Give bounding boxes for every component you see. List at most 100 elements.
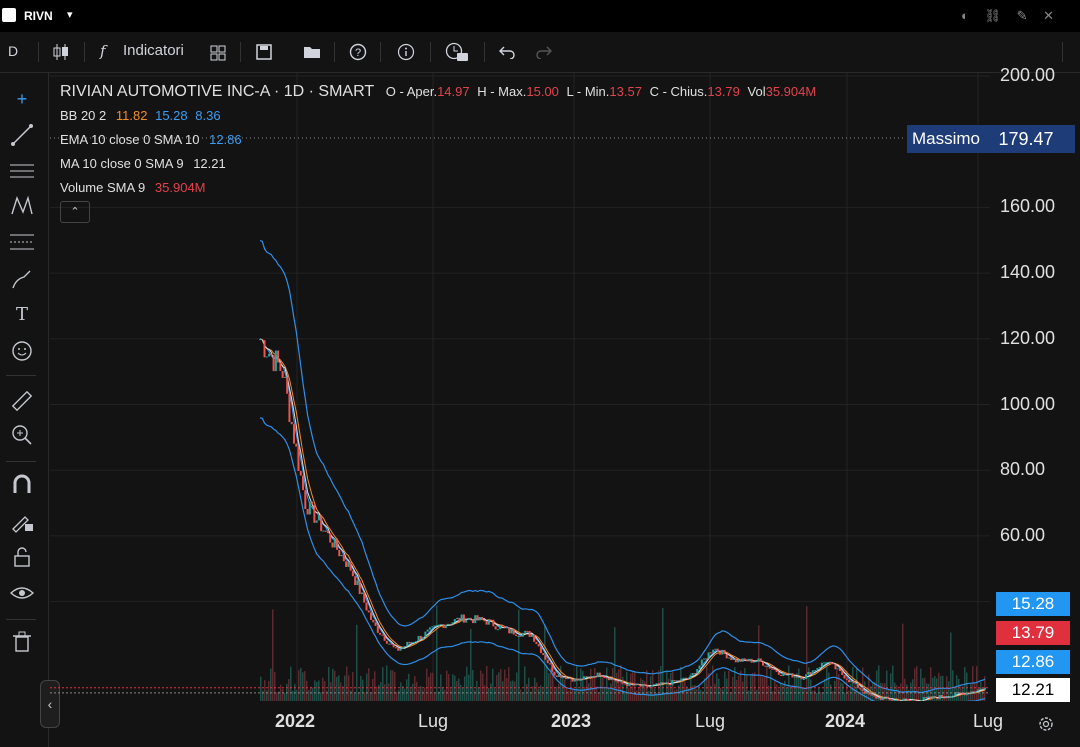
price-candle (329, 533, 332, 543)
volume-bar (926, 683, 928, 701)
volume-bar (528, 677, 530, 701)
eye-icon[interactable] (10, 581, 34, 605)
volume-bar (754, 672, 756, 701)
legend-title-row: RIVIAN AUTOMOTIVE INC-A · 1D · SMART O -… (60, 82, 816, 106)
volume-bar (588, 683, 590, 701)
candles-icon[interactable] (52, 42, 70, 62)
interval-button[interactable]: D (8, 43, 19, 59)
trash-icon[interactable] (10, 630, 34, 654)
volume-bar (844, 692, 846, 701)
volume-bar (440, 674, 442, 701)
lock-icon[interactable] (10, 545, 34, 569)
volume-bar (504, 669, 506, 701)
lock-drawing-icon[interactable] (10, 509, 34, 533)
price-candle (956, 692, 959, 694)
price-candle (365, 602, 368, 611)
layout-icon[interactable] (210, 45, 226, 61)
price-candle (897, 699, 900, 701)
volume-bar (772, 691, 774, 701)
symbol-selector[interactable]: RIVN (24, 9, 53, 23)
fx-icon[interactable]: f (100, 42, 106, 60)
chart-grid (50, 73, 990, 701)
chevron-down-icon[interactable]: ▾ (67, 9, 73, 21)
volume-bar (464, 676, 466, 701)
undo-icon[interactable] (499, 45, 515, 59)
price-candle (911, 699, 914, 701)
volume-bar (408, 673, 410, 701)
time-tick-label: 2024 (825, 711, 866, 731)
price-candle (691, 673, 694, 676)
price-candle (345, 561, 348, 567)
legend-volume-row[interactable]: Volume SMA 9 35.904M (60, 178, 816, 202)
volume-bar (868, 674, 870, 701)
brush-icon[interactable] (10, 267, 34, 291)
crosshair-icon[interactable]: + (16, 89, 28, 109)
price-candle (752, 661, 755, 663)
price-candle (569, 677, 572, 679)
text-tool-icon[interactable]: T (15, 304, 28, 325)
zoom-icon[interactable] (10, 423, 34, 447)
volume-bar (724, 671, 726, 701)
price-candle (977, 689, 980, 692)
volume-bar (834, 680, 836, 701)
price-candle (546, 659, 549, 664)
fib-icon[interactable] (10, 230, 34, 254)
redo-icon[interactable] (536, 45, 552, 59)
volume-bar (388, 683, 390, 701)
price-candle (680, 678, 683, 681)
volume-bar (780, 684, 782, 701)
magnet-icon[interactable] (10, 473, 34, 497)
drawing-toolbar: + T (0, 73, 49, 747)
price-axis[interactable]: 200.00 160.00 140.00 120.00 100.00 80.00 60.00… (990, 65, 1080, 702)
price-chart[interactable] (50, 73, 990, 701)
volume-bar (448, 674, 450, 701)
volume-bar (916, 666, 918, 701)
price-candle (551, 664, 554, 672)
folder-icon[interactable] (303, 45, 321, 59)
volume-bar (534, 677, 536, 701)
toolbar-divider (84, 42, 85, 62)
price-candle (311, 501, 314, 505)
horizontal-lines-icon[interactable] (10, 159, 34, 183)
clock-icon[interactable] (445, 42, 469, 62)
legend-bb-row[interactable]: BB 20 2 11.82 15.28 8.36 (60, 106, 816, 130)
price-candle (857, 683, 860, 689)
trendline-icon[interactable] (10, 123, 34, 147)
ruler-icon[interactable] (10, 389, 34, 413)
legend-ema-row[interactable]: EMA 10 close 0 SMA 10 12.86 (60, 130, 816, 154)
price-candle (644, 684, 647, 686)
price-candle (829, 661, 832, 663)
volume-bar (310, 686, 312, 701)
price-candle (843, 674, 846, 679)
volume-bar (836, 669, 838, 701)
price-candle (641, 684, 644, 687)
volume-bar (624, 692, 626, 701)
help-icon[interactable]: ? (349, 43, 367, 61)
legend-ma-row[interactable]: MA 10 close 0 SMA 9 12.21 (60, 154, 816, 178)
sidebar-toggle-handle[interactable]: ‹ (40, 680, 60, 728)
volume-bar (810, 679, 812, 701)
volume-bar (858, 691, 860, 701)
indicators-button[interactable]: Indicatori (123, 42, 184, 59)
save-icon[interactable] (256, 44, 272, 60)
legend-collapse-button[interactable]: ⌃ (60, 201, 90, 223)
volume-bar (368, 668, 370, 701)
volume-bar (312, 687, 314, 701)
window-controls[interactable]: ◐ ⛓ ✎ ✕ (961, 8, 1060, 23)
price-candle (882, 697, 885, 700)
price-candle (358, 580, 361, 595)
volume-bar (414, 676, 416, 701)
time-axis[interactable]: 2022 Lug 2023 Lug 2024 Lug (50, 701, 1080, 747)
price-candle (299, 471, 302, 476)
price-candle (750, 658, 753, 663)
settings-gear-icon[interactable] (1037, 715, 1055, 733)
pattern-icon[interactable] (10, 194, 34, 218)
price-candle (814, 670, 817, 672)
price-candle (657, 683, 660, 685)
price-candle (920, 700, 923, 701)
chart-legend: RIVIAN AUTOMOTIVE INC-A · 1D · SMART O -… (60, 82, 816, 202)
price-candle (775, 669, 778, 673)
emoji-icon[interactable] (10, 339, 34, 363)
info-icon[interactable] (397, 43, 415, 61)
price-candle (934, 696, 937, 698)
